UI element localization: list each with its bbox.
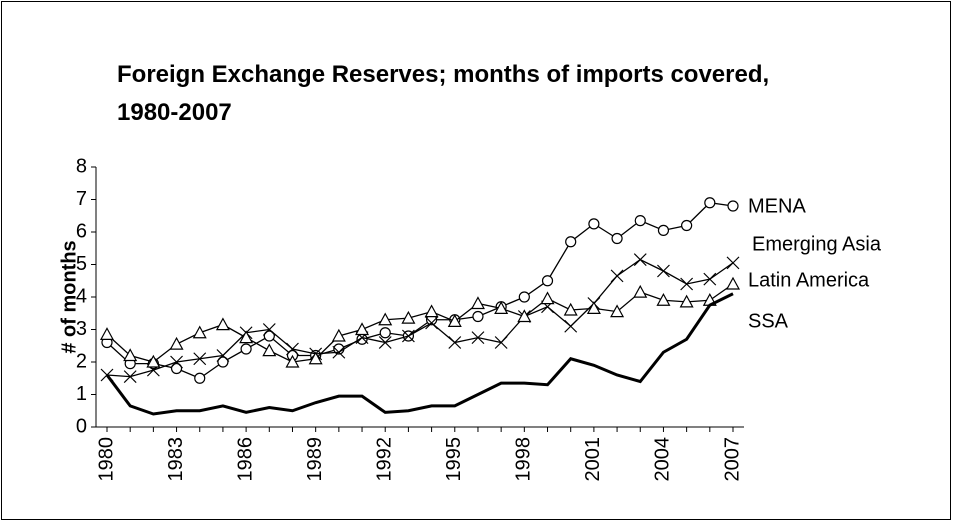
- x-tick-label: 2001: [582, 437, 604, 482]
- y-tick-label: 3: [76, 318, 87, 340]
- triangle-marker: [725, 276, 741, 290]
- x-tick-label: 1980: [95, 437, 117, 482]
- y-tick-label: 1: [76, 383, 87, 405]
- triangle-marker: [146, 354, 161, 368]
- triangle-marker: [586, 301, 601, 314]
- triangle-marker: [215, 317, 230, 331]
- triangle-marker: [470, 296, 485, 310]
- x-marker: [633, 253, 647, 267]
- triangle-marker: [285, 354, 300, 368]
- x-marker: [448, 336, 462, 349]
- triangle-marker: [355, 322, 370, 336]
- triangle-marker: [447, 314, 462, 327]
- y-tick-label: 7: [76, 188, 87, 210]
- x-marker: [425, 316, 439, 330]
- circle-marker: [541, 275, 554, 287]
- series-line: [106, 258, 734, 378]
- triangle-marker: [563, 302, 578, 316]
- triangle-marker: [633, 284, 648, 298]
- x-tick-label: 1989: [304, 437, 326, 482]
- x-marker: [657, 264, 670, 278]
- triangle-marker: [169, 336, 184, 350]
- triangle-marker: [308, 351, 323, 365]
- triangle-marker: [540, 291, 555, 305]
- circle-marker: [565, 236, 577, 248]
- circle-marker: [634, 215, 646, 227]
- circle-marker: [263, 330, 275, 342]
- circle-marker: [588, 218, 600, 230]
- triangle-marker: [517, 309, 532, 323]
- circle-marker: [472, 310, 484, 323]
- triangle-marker: [494, 301, 509, 314]
- x-tick-label: 1992: [374, 437, 396, 482]
- y-tick-label: 0: [76, 415, 87, 437]
- x-marker: [286, 342, 299, 356]
- triangle-marker: [239, 330, 254, 344]
- y-tick-label: 2: [76, 350, 87, 372]
- triangle-marker: [99, 327, 115, 340]
- series-label: Emerging Asia: [752, 233, 882, 255]
- x-marker: [471, 331, 485, 345]
- triangle-marker: [192, 325, 207, 339]
- x-marker: [170, 355, 183, 369]
- circle-marker: [704, 197, 716, 209]
- triangle-marker: [378, 312, 393, 326]
- y-tick-label: 8: [76, 155, 87, 177]
- x-marker: [494, 336, 508, 349]
- series-label: SSA: [748, 310, 789, 332]
- triangle-marker: [262, 343, 277, 357]
- triangle-marker: [679, 294, 694, 308]
- y-tick-label: 6: [76, 220, 87, 242]
- x-marker: [262, 323, 276, 336]
- triangle-marker: [123, 348, 138, 362]
- circle-marker: [170, 362, 183, 375]
- series-line: [105, 292, 734, 416]
- circle-marker: [194, 372, 206, 384]
- x-marker: [332, 345, 346, 359]
- x-marker: [401, 329, 415, 343]
- triangle-marker: [401, 310, 416, 324]
- x-tick-label: 1983: [165, 437, 187, 482]
- circle-marker: [681, 219, 693, 232]
- x-tick-label: 1998: [513, 437, 535, 482]
- x-marker: [610, 269, 624, 283]
- x-marker: [726, 256, 740, 270]
- x-marker: [680, 277, 694, 291]
- triangle-marker: [424, 304, 439, 318]
- circle-marker: [240, 343, 252, 355]
- x-marker: [123, 370, 137, 384]
- triangle-marker: [610, 304, 625, 318]
- series-label: MENA: [748, 195, 806, 217]
- circle-marker: [379, 327, 391, 339]
- circle-marker: [611, 232, 623, 245]
- x-tick-label: 2004: [652, 437, 674, 482]
- x-marker: [564, 319, 578, 333]
- circle-marker: [518, 291, 530, 303]
- x-marker: [193, 352, 207, 366]
- chart-title: Foreign Exchange Reserves; months of imp…: [117, 61, 770, 126]
- x-tick-label: 2007: [721, 437, 743, 482]
- series-line: [106, 283, 734, 363]
- triangle-marker: [331, 328, 346, 342]
- series-label: Latin America: [748, 269, 870, 291]
- x-marker: [216, 349, 230, 362]
- x-tick-label: 1995: [443, 437, 465, 482]
- triangle-marker: [656, 292, 671, 306]
- y-tick-label: 4: [76, 285, 87, 307]
- y-tick-label: 5: [76, 253, 87, 275]
- circle-marker: [657, 224, 670, 236]
- circle-marker: [727, 200, 739, 212]
- x-marker: [703, 272, 717, 286]
- series-line: [106, 202, 734, 379]
- y-axis-label: # of months: [58, 240, 80, 353]
- x-marker: [378, 336, 392, 349]
- circle-marker: [217, 356, 229, 368]
- x-tick-label: 1986: [234, 437, 256, 482]
